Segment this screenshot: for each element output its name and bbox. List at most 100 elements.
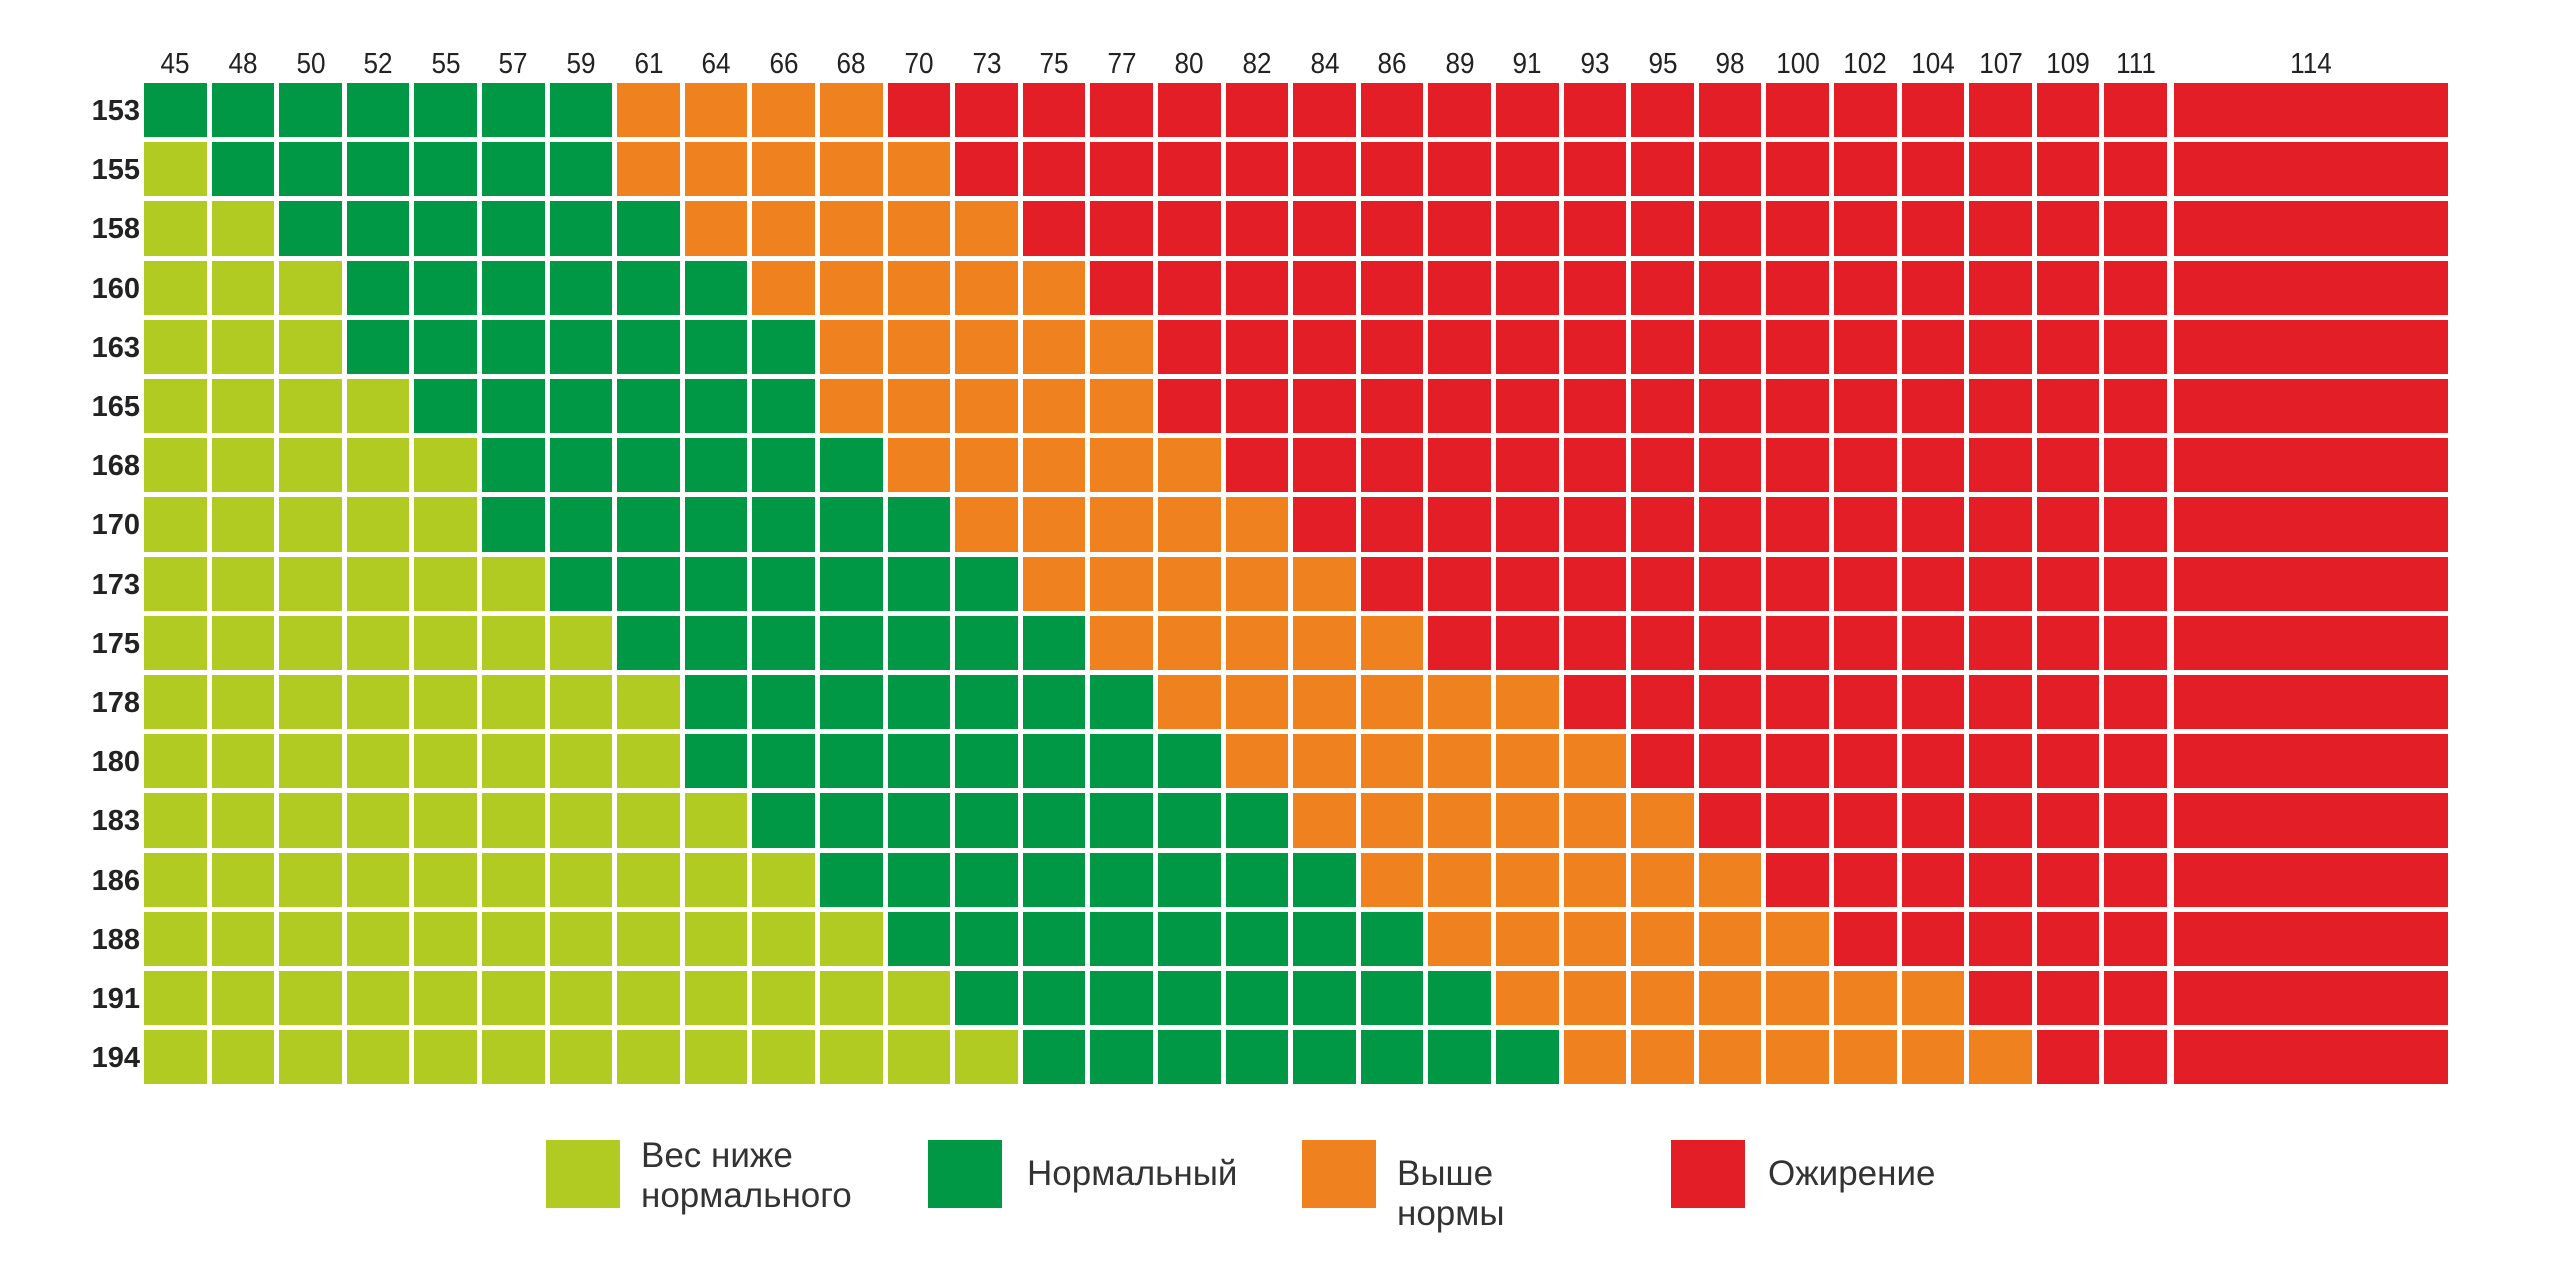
cell-obese [1766,734,1829,789]
cell-obese [1225,319,1289,374]
cell-overweight [1360,675,1424,730]
cell-obese [1766,201,1829,256]
cell-obese [1766,852,1829,907]
y-tick-label: 165 [91,391,140,423]
cell-underweight [346,497,410,552]
cell-overweight [1563,734,1627,789]
cell-underweight [211,379,275,434]
x-tick-label: 111 [2115,48,2156,80]
cell-normal [482,83,545,138]
cell-normal [752,734,815,789]
cell-obese [1496,556,1559,611]
cell-overweight [887,201,951,256]
cell-obese [1766,438,1829,493]
cell-underweight [211,319,275,374]
cell-underweight [279,793,342,848]
cell-underweight [684,852,748,907]
cell-normal [1158,852,1221,907]
cell-normal [1158,971,1221,1026]
cell-obese [1496,142,1559,197]
cell-obese [1698,319,1762,374]
cell-overweight [617,142,680,197]
cell-overweight [1158,675,1221,730]
cell-underweight [346,734,410,789]
legend-label-normal: Нормальный [1027,1154,1238,1193]
cell-underweight [820,971,883,1026]
cell-underweight [279,911,342,966]
cell-overweight [1428,734,1491,789]
x-tick-label: 104 [1911,48,1955,80]
y-tick-label: 178 [91,687,140,719]
cell-obese [2104,556,2167,611]
cell-obese [2036,1030,2100,1085]
x-tick-label: 75 [1039,48,1069,80]
cell-obese [1969,793,2032,848]
cell-underweight [211,793,275,848]
cell-normal [482,438,545,493]
cell-obese [2036,319,2100,374]
cell-obese [2036,260,2100,315]
cell-obese [1158,260,1221,315]
cell-obese [1563,615,1627,670]
cell-overweight [1563,1030,1627,1085]
x-tick-label: 61 [633,48,664,80]
cell-overweight [955,438,1018,493]
cell-underweight [144,142,207,197]
y-tick-label: 175 [91,627,140,660]
cell-underweight [144,556,207,611]
cell-normal [1090,852,1153,907]
cell-obese [1563,319,1627,374]
cell-obese [1360,142,1424,197]
cell-overweight [1631,852,1694,907]
cell-normal [887,852,951,907]
cell-normal [752,319,815,374]
cell-overweight [820,379,883,434]
cell-obese [1360,497,1424,552]
cell-normal [1225,971,1289,1026]
cell-normal [887,556,951,611]
cell-underweight [414,852,477,907]
cell-obese [1698,675,1762,730]
cell-overweight [1428,852,1491,907]
cell-obese [1698,379,1762,434]
cell-obese [1496,319,1559,374]
cell-underweight [211,615,275,670]
y-tick-label: 180 [91,746,140,779]
cell-normal [549,319,613,374]
cell-overweight [955,379,1018,434]
cell-obese [1834,260,1897,315]
cell-obese [1834,319,1897,374]
cell-overweight [684,83,748,138]
cell-underweight [144,675,207,730]
cell-overweight [1158,438,1221,493]
cell-normal [1022,911,1086,966]
cell-normal [144,83,207,138]
cell-normal [414,319,477,374]
cell-obese [1834,911,1897,966]
cell-underweight [482,734,545,789]
cell-underweight [549,615,613,670]
cell-normal [1225,852,1289,907]
cell-underweight [414,675,477,730]
cell-overweight [955,497,1018,552]
y-tick-label: 194 [91,1042,140,1075]
x-tick-label: 95 [1647,48,1678,80]
cell-overweight [1698,1030,1762,1085]
cell-obese [1901,438,1965,493]
cell-obese [1698,438,1762,493]
x-tick-label: 80 [1174,48,1204,80]
cell-obese [1631,379,1694,434]
cell-obese [2174,615,2448,670]
cell-overweight [1090,379,1153,434]
cell-normal [414,83,477,138]
cell-obese [1631,201,1694,256]
cell-obese [2174,319,2448,374]
cell-overweight [1496,971,1559,1026]
cell-obese [2104,911,2167,966]
cell-normal [617,615,680,670]
cell-normal [887,497,951,552]
cell-underweight [955,1030,1018,1085]
cell-overweight [1631,793,1694,848]
x-tick-label: 84 [1309,48,1340,80]
x-tick-label: 59 [566,48,596,80]
